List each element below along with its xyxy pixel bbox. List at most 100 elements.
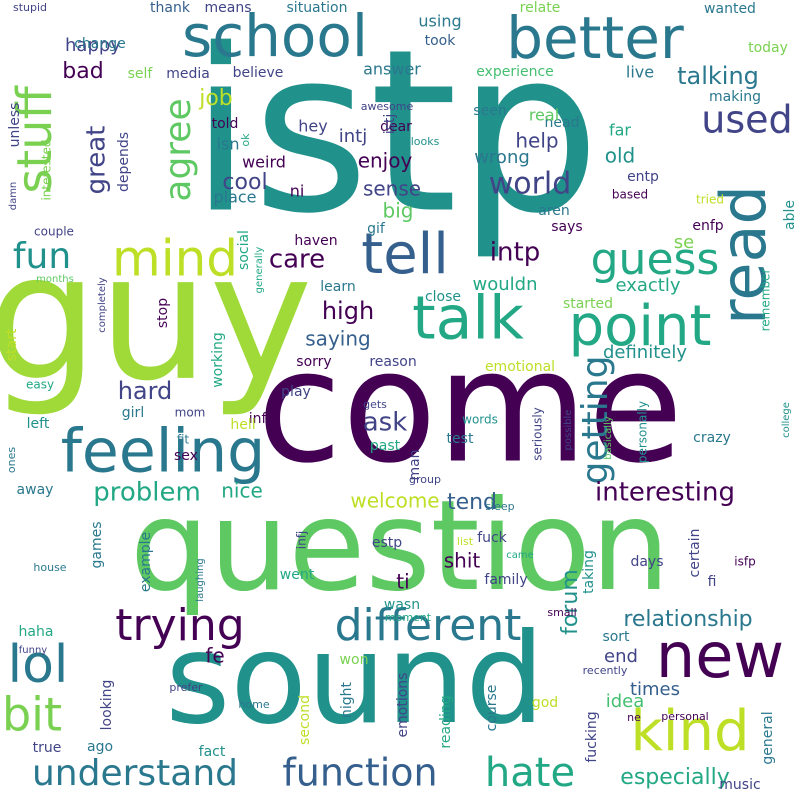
word-real: real: [529, 106, 559, 125]
word-fun: fun: [13, 236, 71, 277]
word-seriously: seriously: [531, 407, 545, 461]
word-sleep: sleep: [485, 500, 514, 513]
word-stuff: stuff: [7, 85, 63, 193]
word-tend: tend: [447, 490, 497, 515]
word-stupid: stupid: [13, 1, 47, 14]
word-words: words: [462, 413, 498, 427]
word-laughing: laughing: [195, 558, 206, 601]
word-ok: ok: [239, 133, 252, 147]
word-mom: mom: [175, 406, 206, 420]
word-awesome: awesome: [361, 100, 414, 113]
word-possible: possible: [563, 410, 574, 451]
word-emotions: emotions: [395, 673, 411, 738]
word-sound: sound: [165, 607, 544, 752]
word-believe: believe: [233, 65, 284, 81]
word-cool: cool: [222, 170, 267, 195]
word-months: months: [36, 274, 74, 285]
word-seen: seen: [473, 103, 506, 119]
word-mind: mind: [112, 230, 238, 288]
word-personal: personal: [661, 710, 709, 723]
word-prefer: prefer: [169, 681, 203, 694]
word-couple: couple: [34, 225, 74, 239]
word-infj: infj: [295, 531, 309, 550]
word-experience: experience: [476, 64, 554, 80]
word-used: used: [701, 98, 792, 142]
word-fe: fe: [205, 644, 224, 668]
word-hell: hell: [230, 417, 255, 433]
word-feeling: feeling: [61, 417, 265, 487]
word-damn: damn: [8, 182, 19, 211]
word-past: past: [370, 438, 401, 454]
word-night: night: [339, 681, 355, 718]
word-care: care: [269, 245, 325, 275]
word-tell: tell: [361, 222, 449, 287]
word-better: better: [506, 4, 684, 72]
word-relationship: relationship: [623, 607, 752, 632]
word-sense: sense: [363, 177, 421, 201]
word-reason: reason: [369, 354, 416, 370]
word-definitely: definitely: [603, 342, 687, 363]
word-isn: isn: [217, 135, 240, 154]
word-place: place: [213, 188, 256, 207]
word-basically: basically: [603, 416, 614, 460]
word-enjoy: enjoy: [358, 149, 413, 173]
word-fuck: fuck: [477, 530, 507, 546]
word-emotional: emotional: [485, 359, 555, 375]
word-easy: easy: [26, 378, 54, 392]
word-crazy: crazy: [693, 430, 731, 446]
word-end: end: [604, 646, 638, 667]
word-infp: infp: [249, 411, 276, 427]
word-function: function: [282, 751, 437, 795]
word-head: head: [545, 115, 580, 131]
word-general: general: [760, 711, 776, 764]
word-stop: stop: [155, 298, 171, 328]
word-read: read: [707, 185, 780, 325]
word-looks: looks: [411, 135, 440, 148]
word-reading: reading: [438, 695, 454, 748]
word-test: test: [447, 431, 474, 447]
word-world: world: [489, 167, 572, 202]
word-come: come: [257, 316, 683, 497]
word-left: left: [27, 416, 50, 432]
word-social: social: [236, 230, 252, 270]
word-dear: dear: [380, 119, 412, 135]
word-list: list: [457, 535, 474, 548]
word-hate: hate: [485, 750, 575, 796]
word-personally: personally: [636, 401, 650, 463]
word-guy: guy: [0, 217, 313, 420]
word-welcome: welcome: [350, 489, 439, 513]
word-ones: ones: [5, 447, 18, 473]
word-home: home: [238, 698, 269, 711]
word-shit: shit: [444, 549, 481, 573]
word-moment: moment: [385, 611, 432, 624]
word-hard: hard: [118, 377, 173, 405]
word-told: told: [212, 116, 239, 132]
word-sex: sex: [174, 448, 198, 464]
word-using: using: [418, 12, 461, 31]
word-change: change: [74, 36, 126, 52]
word-looking: looking: [99, 680, 115, 731]
word-intp: intp: [490, 238, 540, 268]
word-aren: aren: [538, 203, 570, 219]
word-especially: especially: [620, 765, 729, 790]
word-remember: remember: [759, 269, 773, 332]
word-nice: nice: [221, 479, 263, 503]
word-example: example: [138, 532, 154, 592]
word-recently: recently: [583, 664, 628, 677]
word-happy: happy: [65, 35, 121, 56]
word-thank: thank: [150, 0, 191, 16]
word-play: play: [281, 384, 311, 400]
word-depends: depends: [116, 132, 132, 192]
word-ni: ni: [290, 182, 305, 201]
word-ti: ti: [396, 570, 409, 594]
word-istp: istp: [190, 2, 601, 264]
word-unless: unless: [7, 103, 23, 148]
word-came: came: [506, 550, 534, 561]
word-situation: situation: [287, 0, 348, 16]
word-entp: entp: [627, 169, 659, 185]
word-means: means: [205, 0, 252, 16]
word-family: family: [484, 572, 527, 588]
word-wanted: wanted: [704, 1, 756, 17]
word-different: different: [335, 600, 522, 651]
